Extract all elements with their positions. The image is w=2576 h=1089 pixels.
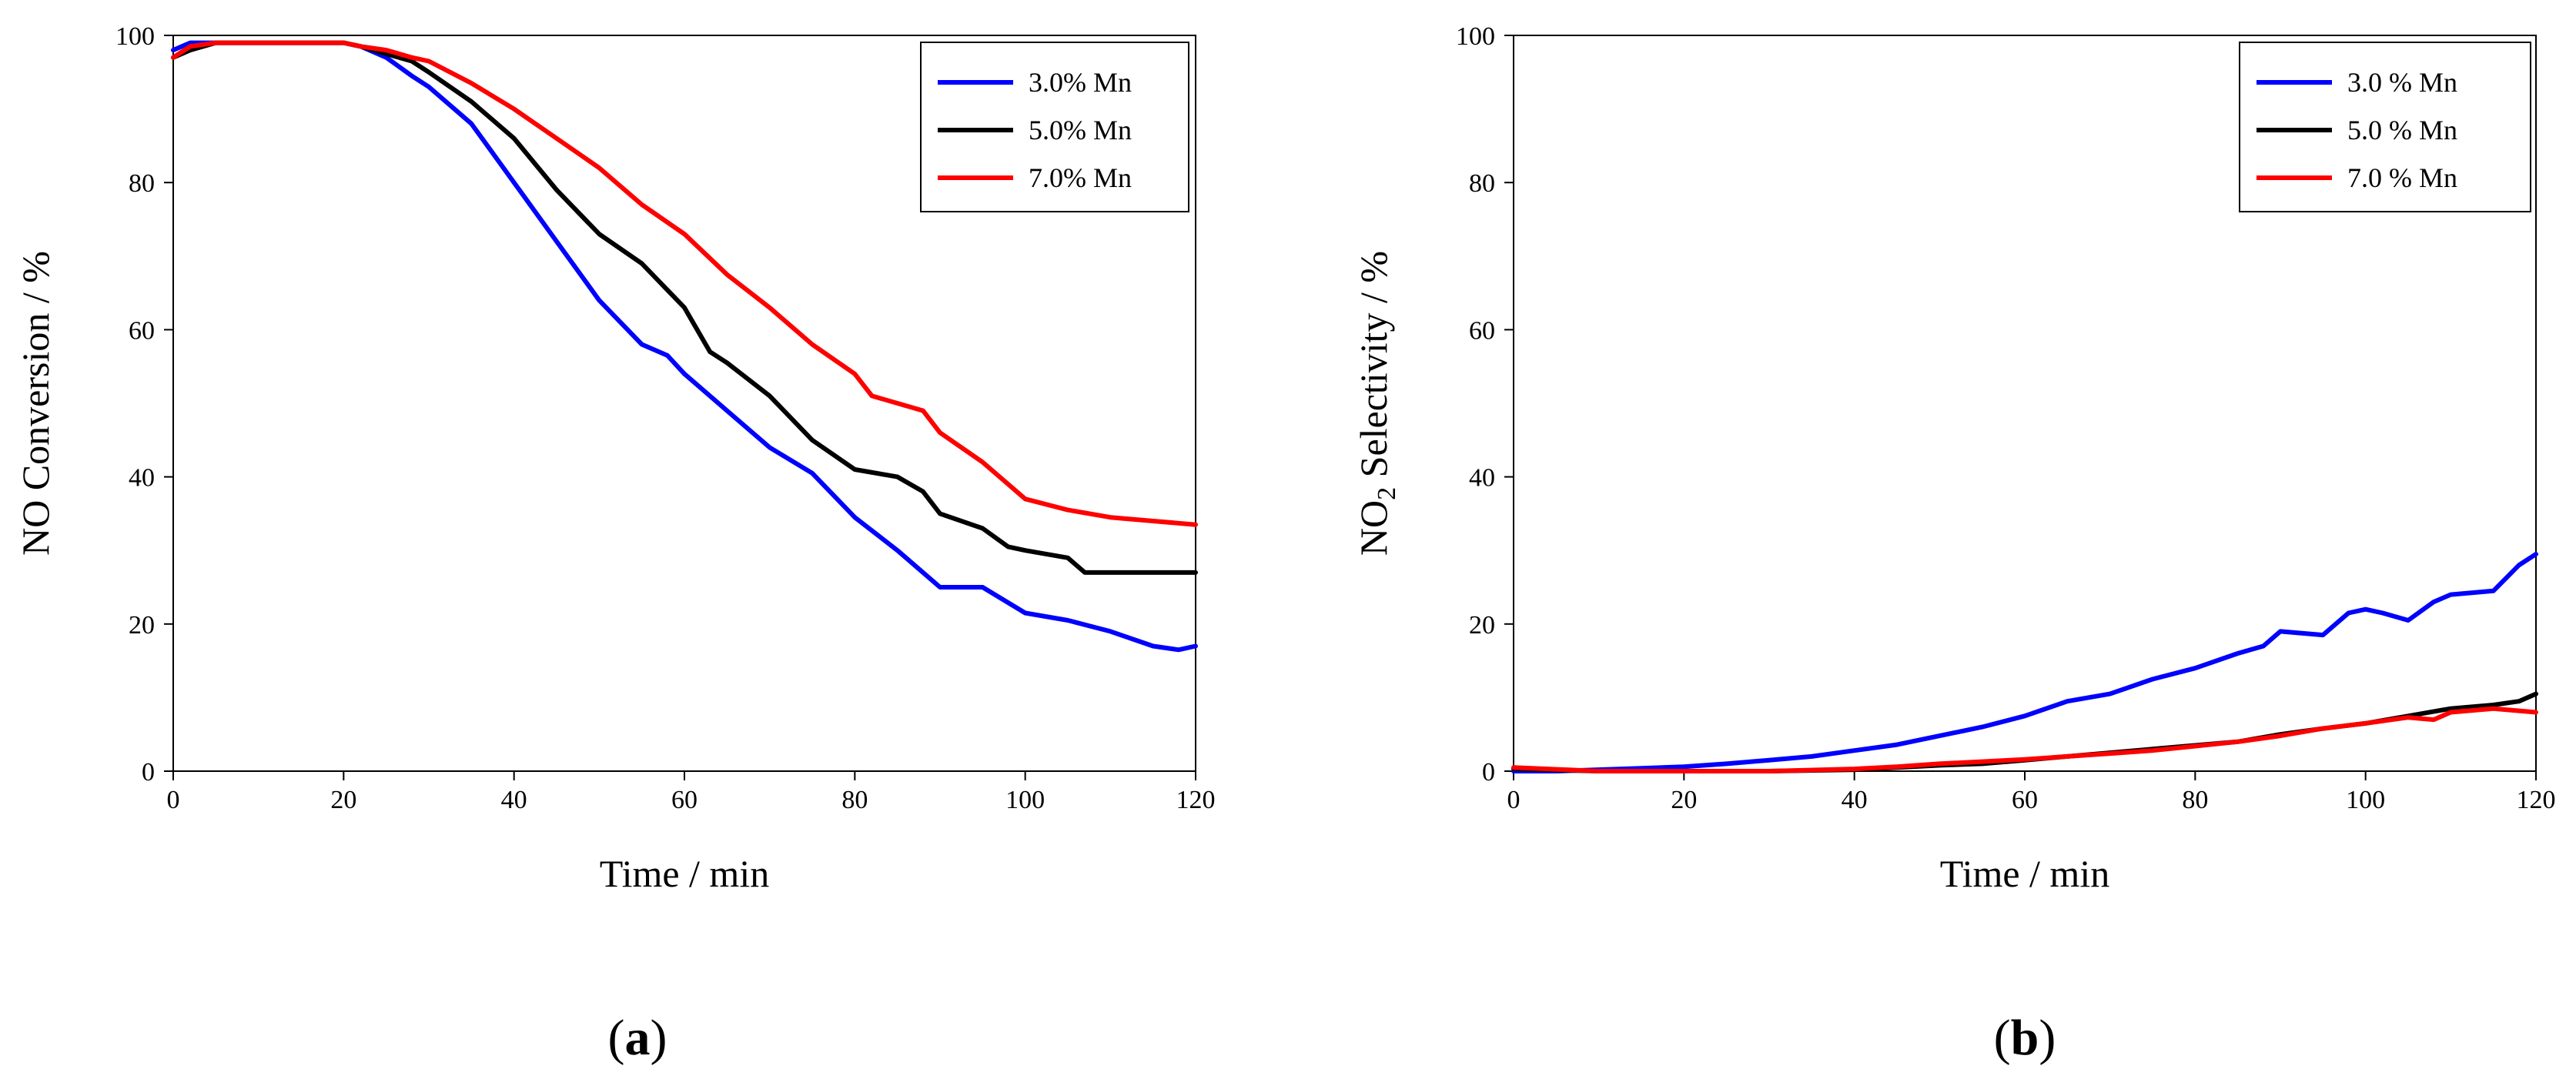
chart-a-y-axis-label: NO Conversion / % — [14, 251, 57, 556]
chart-b-x-tick-label: 120 — [2517, 786, 2556, 814]
chart-a-legend-label-1: 3.0% Mn — [1029, 67, 1132, 98]
chart-a-panel-label-close: ) — [651, 1010, 667, 1066]
chart-a-panel-label-open: ( — [608, 1010, 625, 1066]
chart-b-legend-label-1: 3.0 % Mn — [2347, 67, 2457, 98]
chart-a-y-tick-label: 80 — [129, 169, 155, 198]
chart-a-legend: 3.0% Mn 5.0% Mn 7.0% Mn — [920, 42, 1189, 212]
chart-b-series-line-1 — [1511, 552, 2538, 773]
chart-b-y-tick-label: 60 — [1469, 316, 1495, 345]
chart-a-y-tick-label: 20 — [129, 611, 155, 640]
chart-b-x-tick-label: 0 — [1507, 786, 1521, 814]
chart-b-x-axis-label: Time / min — [1940, 852, 2109, 895]
chart-a-panel-label: (a) — [608, 1010, 667, 1066]
chart-a-legend-label-3: 7.0% Mn — [1029, 162, 1132, 193]
chart-a-panel-label-letter: a — [625, 1010, 651, 1066]
chart-a-legend-label-2: 5.0% Mn — [1029, 115, 1132, 145]
chart-a-y-tick-label: 60 — [129, 316, 155, 345]
chart-a-y-tick-label: 100 — [115, 22, 155, 51]
chart-a-x-tick-label: 40 — [501, 786, 527, 814]
chart-b-x-tick-label: 80 — [2182, 786, 2208, 814]
chart-b-y-axis-label-main: NO — [1352, 500, 1395, 556]
chart-b-y-axis-label-rest: Selectivity / % — [1352, 251, 1395, 487]
chart-b-x-tick-label: 60 — [2012, 786, 2038, 814]
chart-b-legend: 3.0 % Mn 5.0 % Mn 7.0 % Mn — [2239, 42, 2531, 212]
chart-b-y-axis-label: NO2 Selectivity / % — [1352, 251, 1400, 556]
chart-a-x-tick-label: 20 — [330, 786, 356, 814]
chart-a-legend-box — [920, 42, 1189, 212]
chart-b-y-axis-label-sub: 2 — [1373, 487, 1401, 500]
chart-a-y-axis-label-main: NO Conversion / % — [14, 251, 57, 556]
chart-b-y-tick-label: 20 — [1469, 611, 1495, 640]
chart-b-legend-box — [2239, 42, 2531, 212]
chart-b-panel-label-close: ) — [2039, 1010, 2056, 1066]
chart-b-panel-label-letter: b — [2011, 1010, 2039, 1066]
chart-b-series-line-3 — [1511, 706, 2538, 773]
chart-b-x-tick-label: 100 — [2346, 786, 2385, 814]
chart-b-y-tick-label: 0 — [1482, 758, 1495, 787]
chart-a-x-tick-label: 0 — [167, 786, 180, 814]
chart-a-x-axis-label: Time / min — [600, 852, 769, 895]
chart-a-series-line-3 — [171, 40, 1198, 527]
chart-a-x-tick-label: 80 — [841, 786, 868, 814]
chart-a-y-tick-label: 0 — [142, 758, 155, 787]
chart-b-y-tick-label: 100 — [1456, 22, 1495, 51]
chart-b-legend-label-2: 5.0 % Mn — [2347, 115, 2457, 145]
chart-b-y-tick-label: 80 — [1469, 169, 1495, 198]
chart-b-panel-label-open: ( — [1994, 1010, 2011, 1066]
chart-a-x-tick-label: 60 — [671, 786, 698, 814]
chart-b-panel-label: (b) — [1994, 1010, 2056, 1066]
chart-a-x-tick-label: 120 — [1176, 786, 1216, 814]
chart-b: 0 20 40 60 80 100 120 0 20 40 60 80 100 Time / min NO2… — [1352, 22, 2555, 1066]
chart-b-x-tick-label: 40 — [1842, 786, 1868, 814]
chart-b-x-tick-label: 20 — [1671, 786, 1697, 814]
chart-a: 0 20 40 60 80 100 120 0 20 40 60 80 100 Time / min NO … — [14, 22, 1215, 1066]
chart-a-x-tick-label: 100 — [1005, 786, 1045, 814]
chart-b-y-tick-label: 40 — [1469, 464, 1495, 493]
chart-b-legend-label-3: 7.0 % Mn — [2347, 162, 2457, 193]
chart-a-y-tick-label: 40 — [129, 464, 155, 493]
